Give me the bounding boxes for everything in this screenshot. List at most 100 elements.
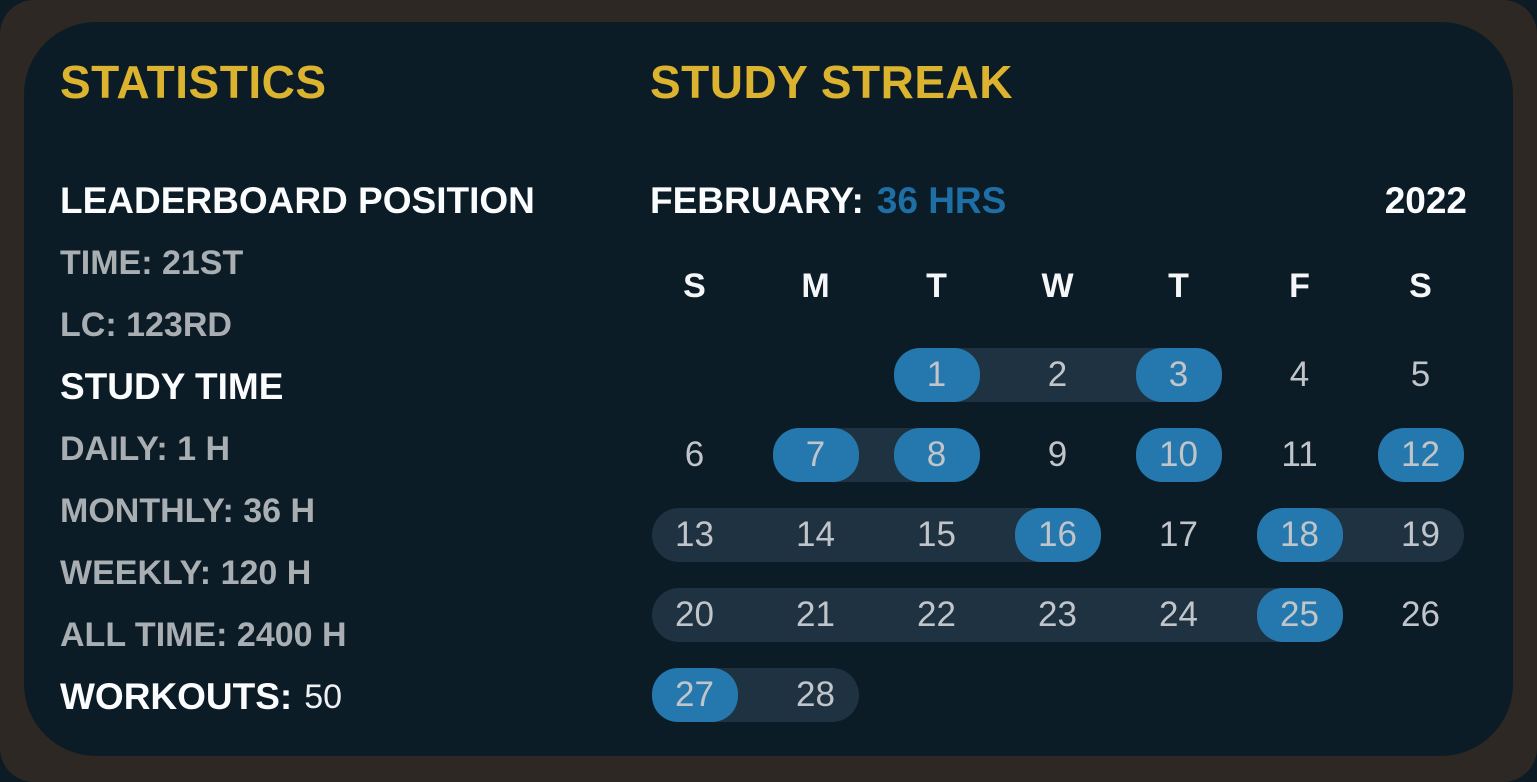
calendar-week-row: 6 7 8 9 10 11 12 xyxy=(634,415,1481,495)
calendar-day-number: 10 xyxy=(1159,435,1198,474)
study-streak-title: STUDY STREAK xyxy=(650,56,1013,108)
calendar-day-number: 20 xyxy=(675,595,714,634)
calendar-week-row: 20 21 22 23 24 25 26 xyxy=(634,575,1481,655)
weekday-sunday: S xyxy=(683,266,706,305)
studied-day-highlight xyxy=(893,348,980,402)
calendar-empty-cell xyxy=(876,655,997,735)
calendar-day-number: 25 xyxy=(1280,595,1319,634)
studied-day-highlight xyxy=(1256,588,1343,642)
studied-day-highlight xyxy=(651,668,738,722)
calendar-day-cell: 8 xyxy=(876,415,997,495)
calendar-day-cell: 26 xyxy=(1360,575,1481,655)
calendar-weeks: 1 2 3 4 5 6 7 8 9 10 11 12 13 14 15 16 17 18 19 20 21 22 23 24 2… xyxy=(634,335,1481,735)
calendar-day-cell: 27 xyxy=(634,655,755,735)
calendar-day-number: 19 xyxy=(1401,515,1440,554)
calendar-day-number: 24 xyxy=(1159,595,1198,634)
calendar-empty-cell xyxy=(755,335,876,415)
calendar-day-cell: 21 xyxy=(755,575,876,655)
calendar-day-cell: 28 xyxy=(755,655,876,735)
study-time-heading: STUDY TIME xyxy=(60,366,284,407)
calendar-day-cell: 23 xyxy=(997,575,1118,655)
calendar-day-cell: 18 xyxy=(1239,495,1360,575)
calendar-day-cell: 3 xyxy=(1118,335,1239,415)
calendar-day-number: 1 xyxy=(926,355,947,394)
calendar-day-number: 16 xyxy=(1038,515,1077,554)
calendar-day-number: 18 xyxy=(1280,515,1319,554)
month-label: FEBRUARY: xyxy=(650,180,864,221)
workouts-value: 50 xyxy=(304,677,343,716)
month-summary-row: FEBRUARY: 36 HRS 2022 xyxy=(634,180,1481,222)
calendar-day-cell: 25 xyxy=(1239,575,1360,655)
calendar-day-number: 9 xyxy=(1047,435,1068,474)
calendar-day-cell: 24 xyxy=(1118,575,1239,655)
calendar-day-number: 21 xyxy=(796,595,835,634)
calendar-day-cell: 13 xyxy=(634,495,755,575)
calendar-empty-cell xyxy=(634,335,755,415)
calendar-day-cell: 20 xyxy=(634,575,755,655)
calendar-day-number: 26 xyxy=(1401,595,1440,634)
calendar-day-cell: 6 xyxy=(634,415,755,495)
weekday-saturday: S xyxy=(1409,266,1432,305)
studied-day-highlight xyxy=(1135,428,1222,482)
calendar-day-cell: 1 xyxy=(876,335,997,415)
studied-day-highlight xyxy=(1256,508,1343,562)
calendar-day-number: 22 xyxy=(917,595,956,634)
calendar-day-number: 7 xyxy=(805,435,826,474)
calendar-day-cell: 2 xyxy=(997,335,1118,415)
calendar-day-number: 23 xyxy=(1038,595,1077,634)
calendar-day-cell: 5 xyxy=(1360,335,1481,415)
studied-day-highlight xyxy=(1377,428,1464,482)
calendar-day-cell: 7 xyxy=(755,415,876,495)
daily-time-value: DAILY: 1 H xyxy=(60,429,231,468)
calendar-day-cell: 17 xyxy=(1118,495,1239,575)
statistics-title: STATISTICS xyxy=(60,56,327,108)
weekday-friday: F xyxy=(1289,266,1310,305)
streak-calendar: S M T W T F S 1 2 3 4 5 6 7 8 9 10 11 12 13 14 15 16 17 1… xyxy=(634,255,1481,735)
weekday-tuesday: T xyxy=(926,266,947,305)
statistics-section: LEADERBOARD POSITION TIME: 21ST LC: 123R… xyxy=(60,170,620,728)
calendar-day-cell: 4 xyxy=(1239,335,1360,415)
calendar-day-number: 8 xyxy=(926,435,947,474)
calendar-empty-cell xyxy=(1118,655,1239,735)
streak-range-pill xyxy=(651,588,1343,642)
year-label: 2022 xyxy=(1384,180,1467,221)
calendar-day-cell: 22 xyxy=(876,575,997,655)
calendar-day-number: 27 xyxy=(675,675,714,714)
calendar-empty-cell xyxy=(1360,655,1481,735)
calendar-day-cell: 14 xyxy=(755,495,876,575)
studied-day-highlight xyxy=(1135,348,1222,402)
calendar-day-cell: 11 xyxy=(1239,415,1360,495)
all-time-value: ALL TIME: 2400 H xyxy=(60,615,347,654)
month-hours-value: 36 HRS xyxy=(876,180,1007,221)
calendar-day-number: 13 xyxy=(675,515,714,554)
calendar-empty-cell xyxy=(997,655,1118,735)
calendar-day-number: 12 xyxy=(1401,435,1440,474)
calendar-day-cell: 19 xyxy=(1360,495,1481,575)
calendar-day-number: 2 xyxy=(1047,355,1068,394)
leaderboard-position-heading: LEADERBOARD POSITION xyxy=(60,180,535,221)
weekday-monday: M xyxy=(801,266,830,305)
studied-day-highlight xyxy=(772,428,859,482)
calendar-week-row: 1 2 3 4 5 xyxy=(634,335,1481,415)
calendar-day-number: 15 xyxy=(917,515,956,554)
calendar-day-number: 5 xyxy=(1410,355,1431,394)
calendar-day-number: 14 xyxy=(796,515,835,554)
monthly-time-value: MONTHLY: 36 H xyxy=(60,491,316,530)
calendar-day-cell: 9 xyxy=(997,415,1118,495)
calendar-day-number: 28 xyxy=(796,675,835,714)
calendar-day-cell: 10 xyxy=(1118,415,1239,495)
calendar-day-cell: 15 xyxy=(876,495,997,575)
calendar-day-cell: 16 xyxy=(997,495,1118,575)
lc-rank-value: LC: 123RD xyxy=(60,305,232,344)
calendar-day-number: 11 xyxy=(1281,435,1318,474)
studied-day-highlight xyxy=(1014,508,1101,562)
calendar-day-number: 3 xyxy=(1168,355,1189,394)
calendar-day-number: 4 xyxy=(1289,355,1310,394)
weekday-thursday: T xyxy=(1168,266,1189,305)
calendar-day-number: 17 xyxy=(1159,515,1198,554)
weekday-header-row: S M T W T F S xyxy=(634,255,1481,317)
workouts-label: WORKOUTS: xyxy=(60,676,293,717)
calendar-week-row: 13 14 15 16 17 18 19 xyxy=(634,495,1481,575)
calendar-day-number: 6 xyxy=(684,435,705,474)
